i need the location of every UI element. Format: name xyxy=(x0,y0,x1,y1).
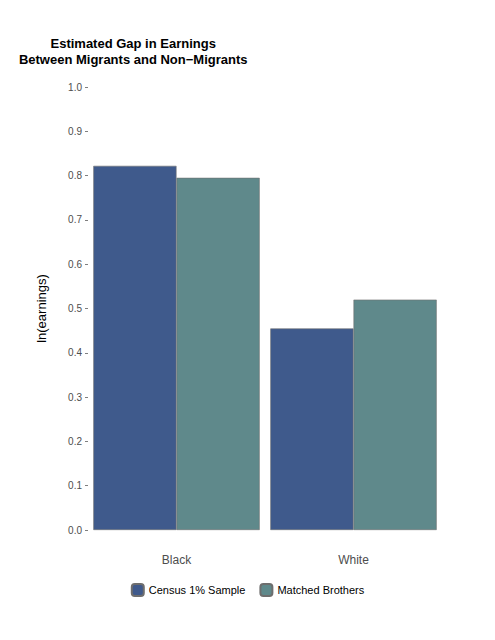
svg-text:0.7: 0.7 xyxy=(68,214,82,225)
svg-text:0.9: 0.9 xyxy=(68,126,82,137)
svg-text:ln(earnings): ln(earnings) xyxy=(34,274,49,343)
svg-text:0.1: 0.1 xyxy=(68,480,82,491)
svg-text:White: White xyxy=(338,553,369,567)
svg-text:Between Migrants and Non−Migra: Between Migrants and Non−Migrants xyxy=(19,52,248,67)
svg-text:0.8: 0.8 xyxy=(68,170,82,181)
svg-text:Estimated Gap in Earnings: Estimated Gap in Earnings xyxy=(50,36,215,51)
svg-text:Black: Black xyxy=(162,553,192,567)
svg-text:0.2: 0.2 xyxy=(68,436,82,447)
svg-text:1.0: 1.0 xyxy=(68,82,82,93)
svg-text:0.6: 0.6 xyxy=(68,259,82,270)
svg-text:0.4: 0.4 xyxy=(68,347,82,358)
svg-text:Census 1% Sample: Census 1% Sample xyxy=(149,584,246,596)
svg-text:0.0: 0.0 xyxy=(68,525,82,536)
svg-text:0.3: 0.3 xyxy=(68,392,82,403)
svg-text:0.5: 0.5 xyxy=(68,303,82,314)
svg-text:Matched Brothers: Matched Brothers xyxy=(277,584,364,596)
